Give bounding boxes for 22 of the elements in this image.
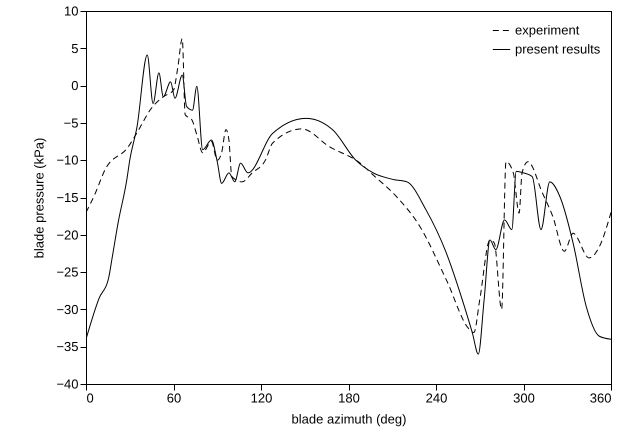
y-tick-label: −40 — [56, 376, 78, 392]
y-tick-label: −35 — [56, 339, 78, 354]
x-tick-label: 120 — [250, 390, 272, 406]
legend-label: experiment — [515, 22, 580, 38]
x-tick-label: 240 — [426, 390, 448, 406]
y-tick-label: −5 — [64, 115, 78, 130]
y-axis-title: blade pressure (kPa) — [31, 138, 46, 258]
y-tick-label: 0 — [71, 78, 78, 94]
x-tick-label: 360 — [590, 390, 612, 406]
x-tick-label: 60 — [166, 390, 182, 406]
x-tick-label: 180 — [338, 390, 360, 406]
y-tick-label: −10 — [56, 152, 78, 168]
x-axis-title: blade azimuth (deg) — [292, 412, 406, 426]
legend-label: present results — [515, 42, 601, 56]
y-tick-label: −25 — [56, 264, 78, 280]
x-tick-label: 0 — [86, 390, 94, 406]
y-tick-label: −30 — [56, 302, 78, 317]
y-tick-label: −20 — [56, 227, 78, 242]
y-tick-label: −15 — [56, 190, 78, 205]
x-tick-label: 300 — [513, 390, 535, 406]
y-tick-label: 5 — [71, 40, 78, 56]
y-tick-label: 10 — [64, 4, 78, 18]
